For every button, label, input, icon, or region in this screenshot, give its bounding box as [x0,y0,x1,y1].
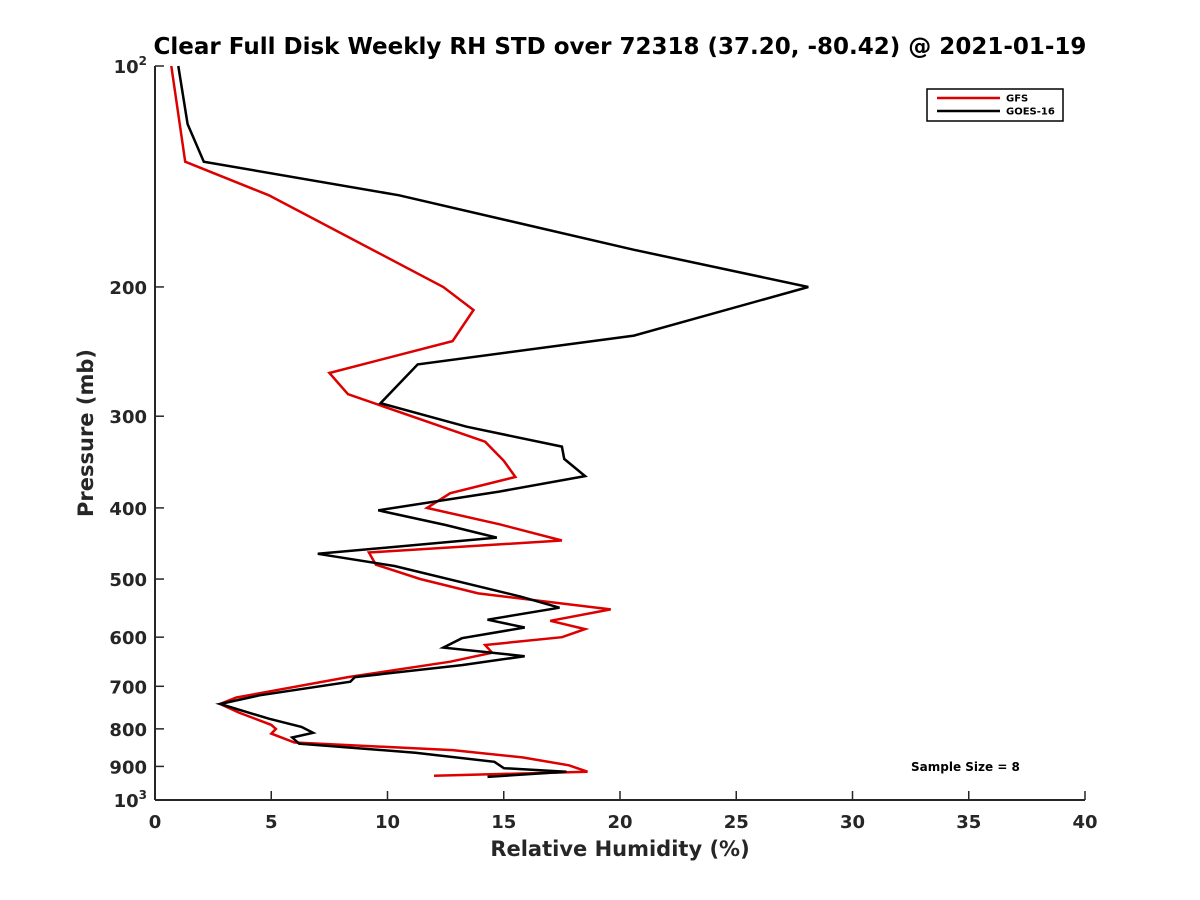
y-tick-label-base: 10 [114,57,139,78]
x-tick-label: 0 [149,812,162,833]
plot-area: 0 5 10 15 20 25 30 35 40 10220030040050060070080… [109,54,1097,833]
y-tick-label: 500 [109,570,147,591]
y-tick-label: 102 [114,54,147,78]
y-tick-label-sup: 2 [139,54,147,68]
plot-frame [155,66,1085,800]
y-tick-label: 600 [109,628,147,649]
sample-size-annotation: Sample Size = 8 [911,760,1020,774]
legend: GFS GOES-16 [926,88,1064,122]
x-tick-label: 10 [375,812,400,833]
y-tick-label: 900 [109,757,147,778]
y-tick-label-base: 800 [109,720,147,741]
y-tick-label-base: 700 [109,677,147,698]
x-tick-label: 40 [1072,812,1097,833]
y-tick-label: 400 [109,499,147,520]
x-tick-label: 5 [265,812,278,833]
y-tick-label: 103 [114,788,147,812]
x-tick-label: 15 [491,812,516,833]
x-tick-label: 25 [724,812,749,833]
x-tick-label: 30 [840,812,865,833]
legend-label-gfs: GFS [1006,94,1028,105]
y-tick-label: 700 [109,677,147,698]
legend-label-goes16: GOES-16 [1006,107,1055,118]
series-line-goes16 [177,65,809,779]
legend-box [926,88,1064,122]
x-ticks: 0 5 10 15 20 25 30 35 40 [149,791,1098,833]
y-tick-label: 300 [109,407,147,428]
y-tick-label-sup: 3 [139,788,147,802]
x-tick-label: 20 [607,812,632,833]
y-tick-label-base: 10 [114,791,139,812]
y-tick-label-base: 600 [109,628,147,649]
y-axis-label: Pressure (mb) [74,349,98,517]
y-tick-label: 800 [109,720,147,741]
series-line-gfs [170,65,611,778]
chart-title: Clear Full Disk Weekly RH STD over 72318… [154,34,1087,60]
y-tick-label: 200 [109,278,147,299]
y-tick-label-base: 200 [109,278,147,299]
x-axis-label: Relative Humidity (%) [490,837,749,861]
y-tick-label-base: 300 [109,407,147,428]
y-tick-label-base: 400 [109,499,147,520]
x-tick-label: 35 [956,812,981,833]
y-tick-label-base: 500 [109,570,147,591]
y-tick-label-base: 900 [109,757,147,778]
series-layer [170,65,809,779]
